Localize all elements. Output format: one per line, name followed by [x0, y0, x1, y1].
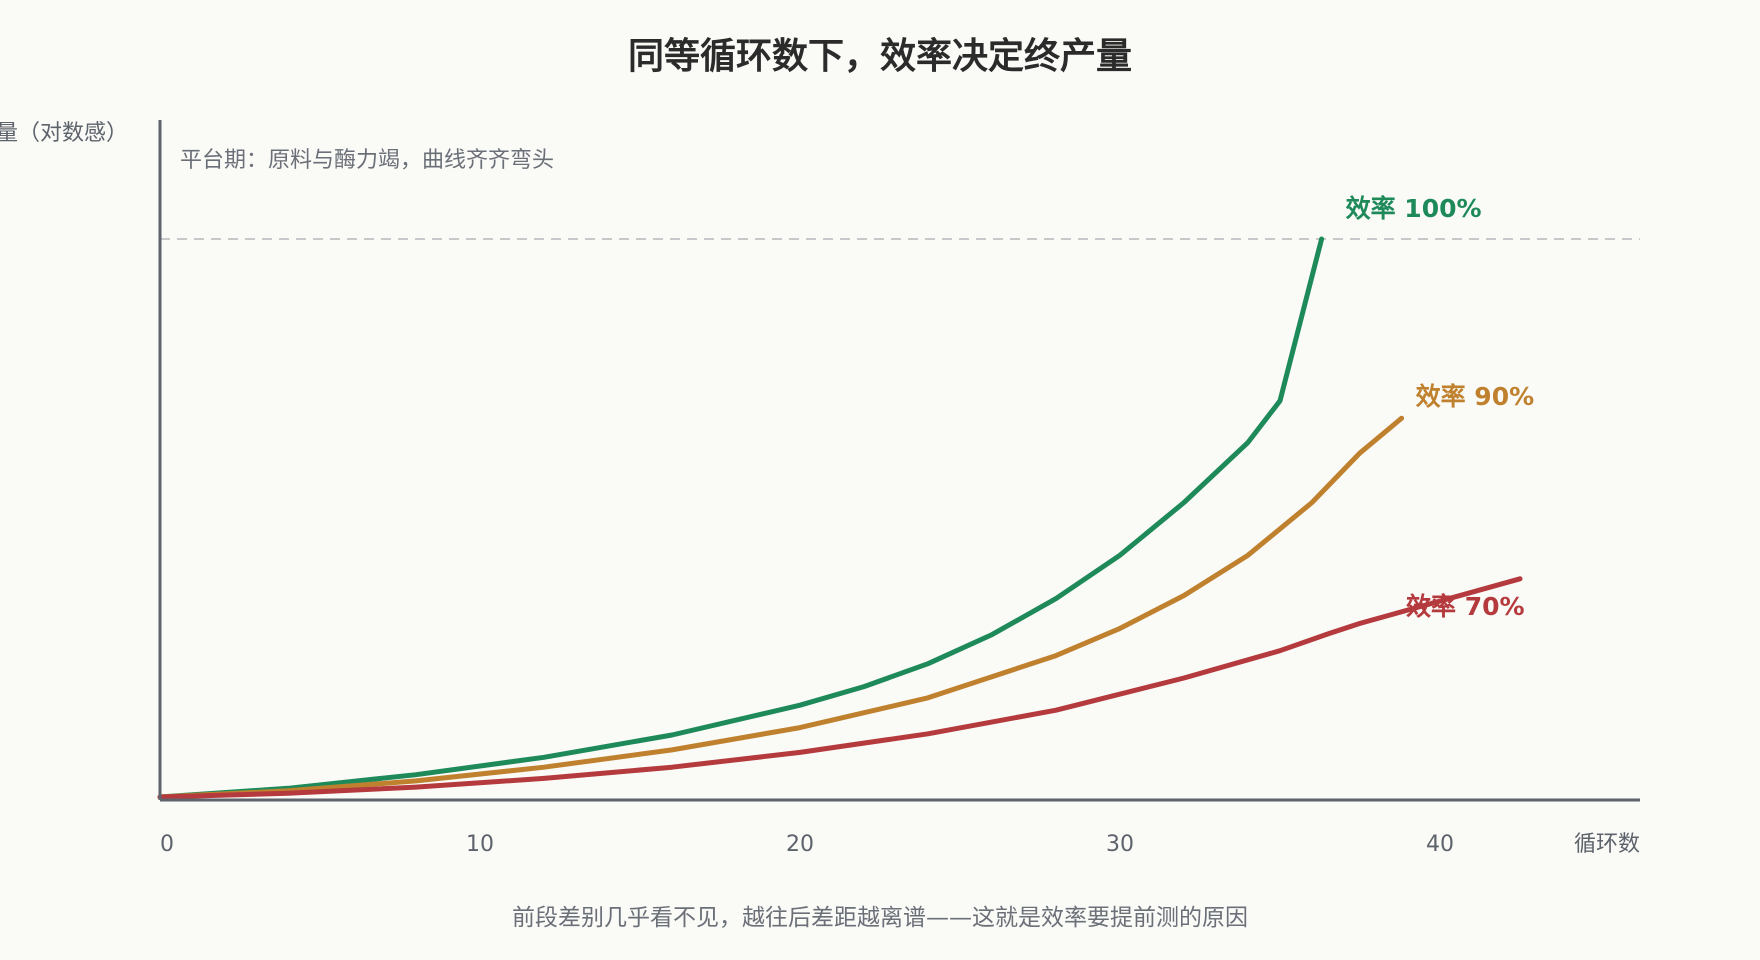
series-label: 效率 100%: [1346, 194, 1482, 223]
footnote: 前段差别几乎看不见，越往后差距越离谱——这就是效率要提前测的原因: [512, 905, 1248, 931]
x-tick-label: 0: [160, 832, 174, 857]
series-label: 效率 90%: [1416, 382, 1535, 411]
series-lines: [157, 236, 1523, 800]
series-line: [157, 415, 1405, 800]
x-tick-label: 10: [466, 832, 494, 857]
series-line: [157, 576, 1523, 800]
chart-title: 同等循环数下，效率决定终产量: [628, 36, 1132, 77]
plateau-label: 平台期：原料与酶力竭，曲线齐齐弯头: [180, 148, 554, 173]
series-label: 效率 70%: [1406, 592, 1525, 621]
series-labels: 效率 100% 效率 90% 效率 70%: [1346, 194, 1535, 621]
series-line: [157, 236, 1325, 800]
x-tick-label: 30: [1106, 832, 1134, 857]
x-tick-label: 40: [1426, 832, 1454, 857]
x-ticks: 0 10 20 30 40: [160, 832, 1454, 857]
x-tick-label: 20: [786, 832, 814, 857]
y-axis-label: 产量（对数感）: [0, 121, 128, 146]
x-axis-label: 循环数: [1574, 832, 1640, 857]
